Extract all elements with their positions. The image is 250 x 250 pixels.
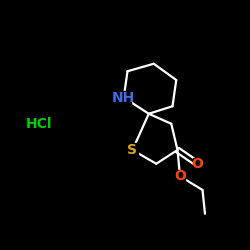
Bar	[192, 158, 202, 170]
Text: O: O	[174, 169, 186, 183]
Text: S: S	[128, 143, 138, 157]
Bar	[175, 170, 185, 182]
Text: NH: NH	[112, 90, 136, 104]
Bar	[116, 90, 131, 104]
Text: O: O	[192, 157, 203, 171]
Text: HCl: HCl	[26, 117, 52, 131]
Bar	[127, 143, 138, 157]
